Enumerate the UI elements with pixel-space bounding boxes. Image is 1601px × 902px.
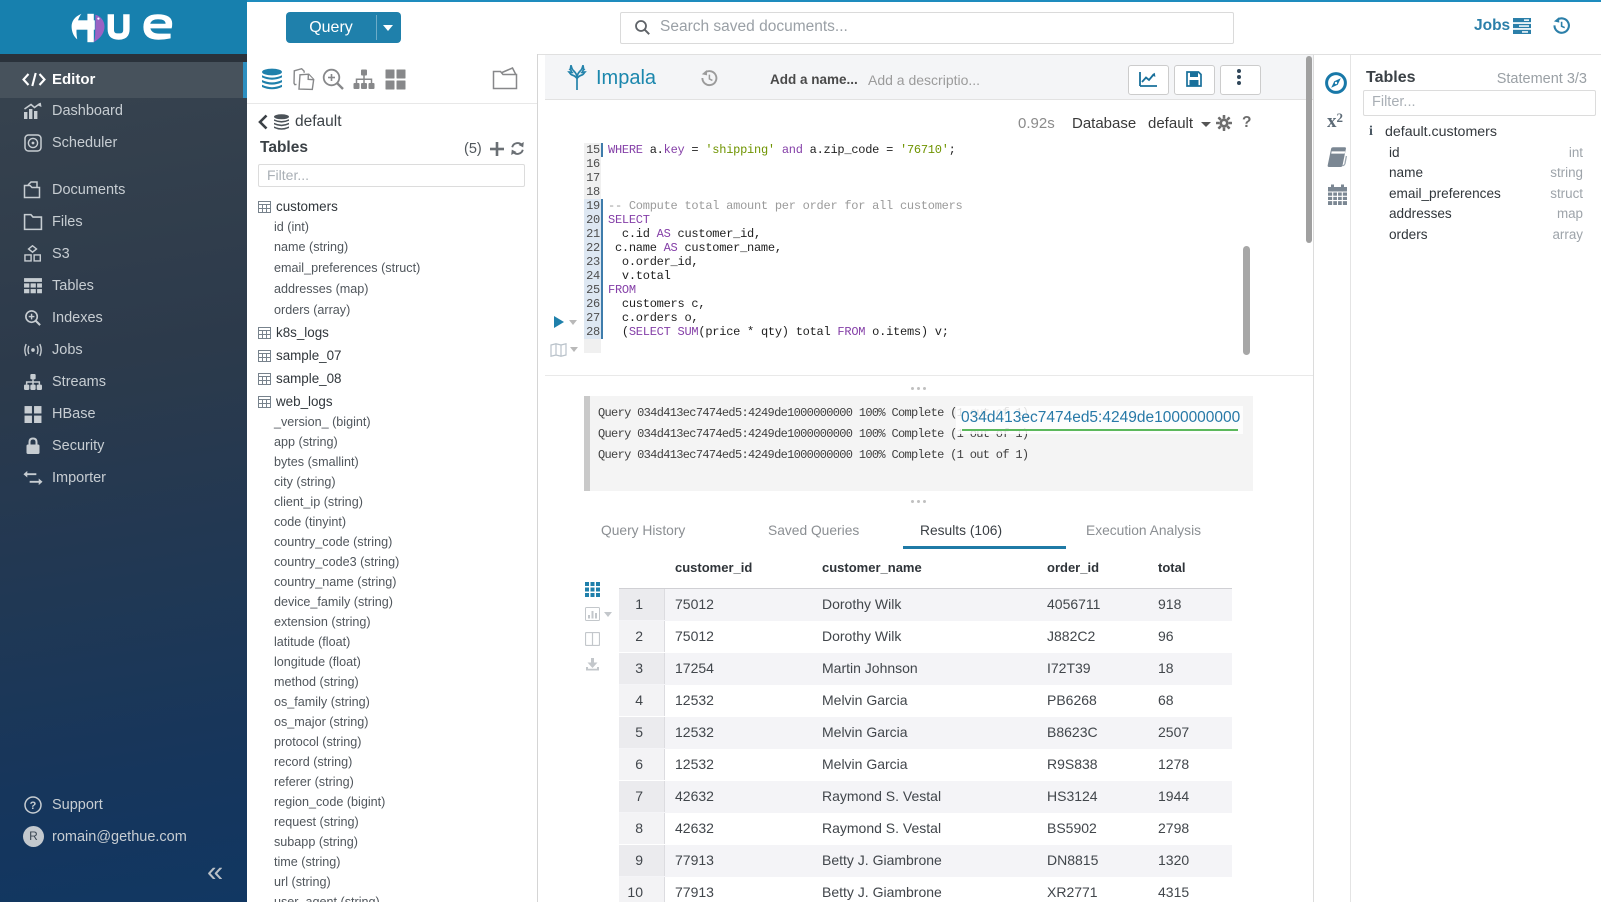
svg-text:?: ? [30, 800, 37, 812]
